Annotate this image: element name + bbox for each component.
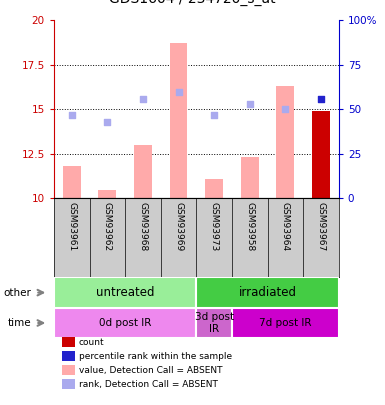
Bar bbox=[196, 308, 232, 338]
Text: GSM93967: GSM93967 bbox=[316, 202, 325, 252]
Text: percentile rank within the sample: percentile rank within the sample bbox=[79, 352, 232, 361]
Bar bbox=[205, 179, 223, 198]
Text: other: other bbox=[3, 288, 31, 298]
Point bbox=[140, 96, 146, 102]
Text: count: count bbox=[79, 338, 105, 347]
Bar bbox=[63, 166, 80, 198]
Text: irradiated: irradiated bbox=[239, 286, 296, 299]
Bar bbox=[276, 86, 294, 198]
Text: untreated: untreated bbox=[96, 286, 154, 299]
Bar bbox=[312, 111, 330, 198]
Text: GSM93958: GSM93958 bbox=[245, 202, 254, 252]
Text: 3d post
IR: 3d post IR bbox=[194, 312, 234, 334]
Bar bbox=[54, 277, 196, 308]
Text: rank, Detection Call = ABSENT: rank, Detection Call = ABSENT bbox=[79, 379, 218, 388]
Bar bbox=[170, 43, 187, 198]
Text: GSM93969: GSM93969 bbox=[174, 202, 183, 252]
Point bbox=[176, 88, 182, 95]
Bar bbox=[196, 277, 339, 308]
Text: value, Detection Call = ABSENT: value, Detection Call = ABSENT bbox=[79, 366, 223, 375]
Point bbox=[211, 111, 217, 118]
Bar bbox=[241, 158, 259, 198]
Bar bbox=[134, 145, 152, 198]
Bar bbox=[99, 190, 116, 198]
Bar bbox=[54, 308, 196, 338]
Point bbox=[104, 119, 110, 125]
Text: 7d post IR: 7d post IR bbox=[259, 318, 311, 328]
Bar bbox=[232, 308, 339, 338]
Point bbox=[69, 111, 75, 118]
Text: GSM93968: GSM93968 bbox=[139, 202, 147, 252]
Text: time: time bbox=[7, 318, 31, 328]
Text: GSM93973: GSM93973 bbox=[210, 202, 219, 252]
Text: 0d post IR: 0d post IR bbox=[99, 318, 151, 328]
Text: GSM93962: GSM93962 bbox=[103, 202, 112, 252]
Point bbox=[318, 96, 324, 102]
Point bbox=[247, 101, 253, 107]
Text: GDS1604 / 234720_s_at: GDS1604 / 234720_s_at bbox=[109, 0, 276, 6]
Text: GSM93961: GSM93961 bbox=[67, 202, 76, 252]
Point bbox=[282, 106, 288, 113]
Text: GSM93964: GSM93964 bbox=[281, 202, 290, 252]
